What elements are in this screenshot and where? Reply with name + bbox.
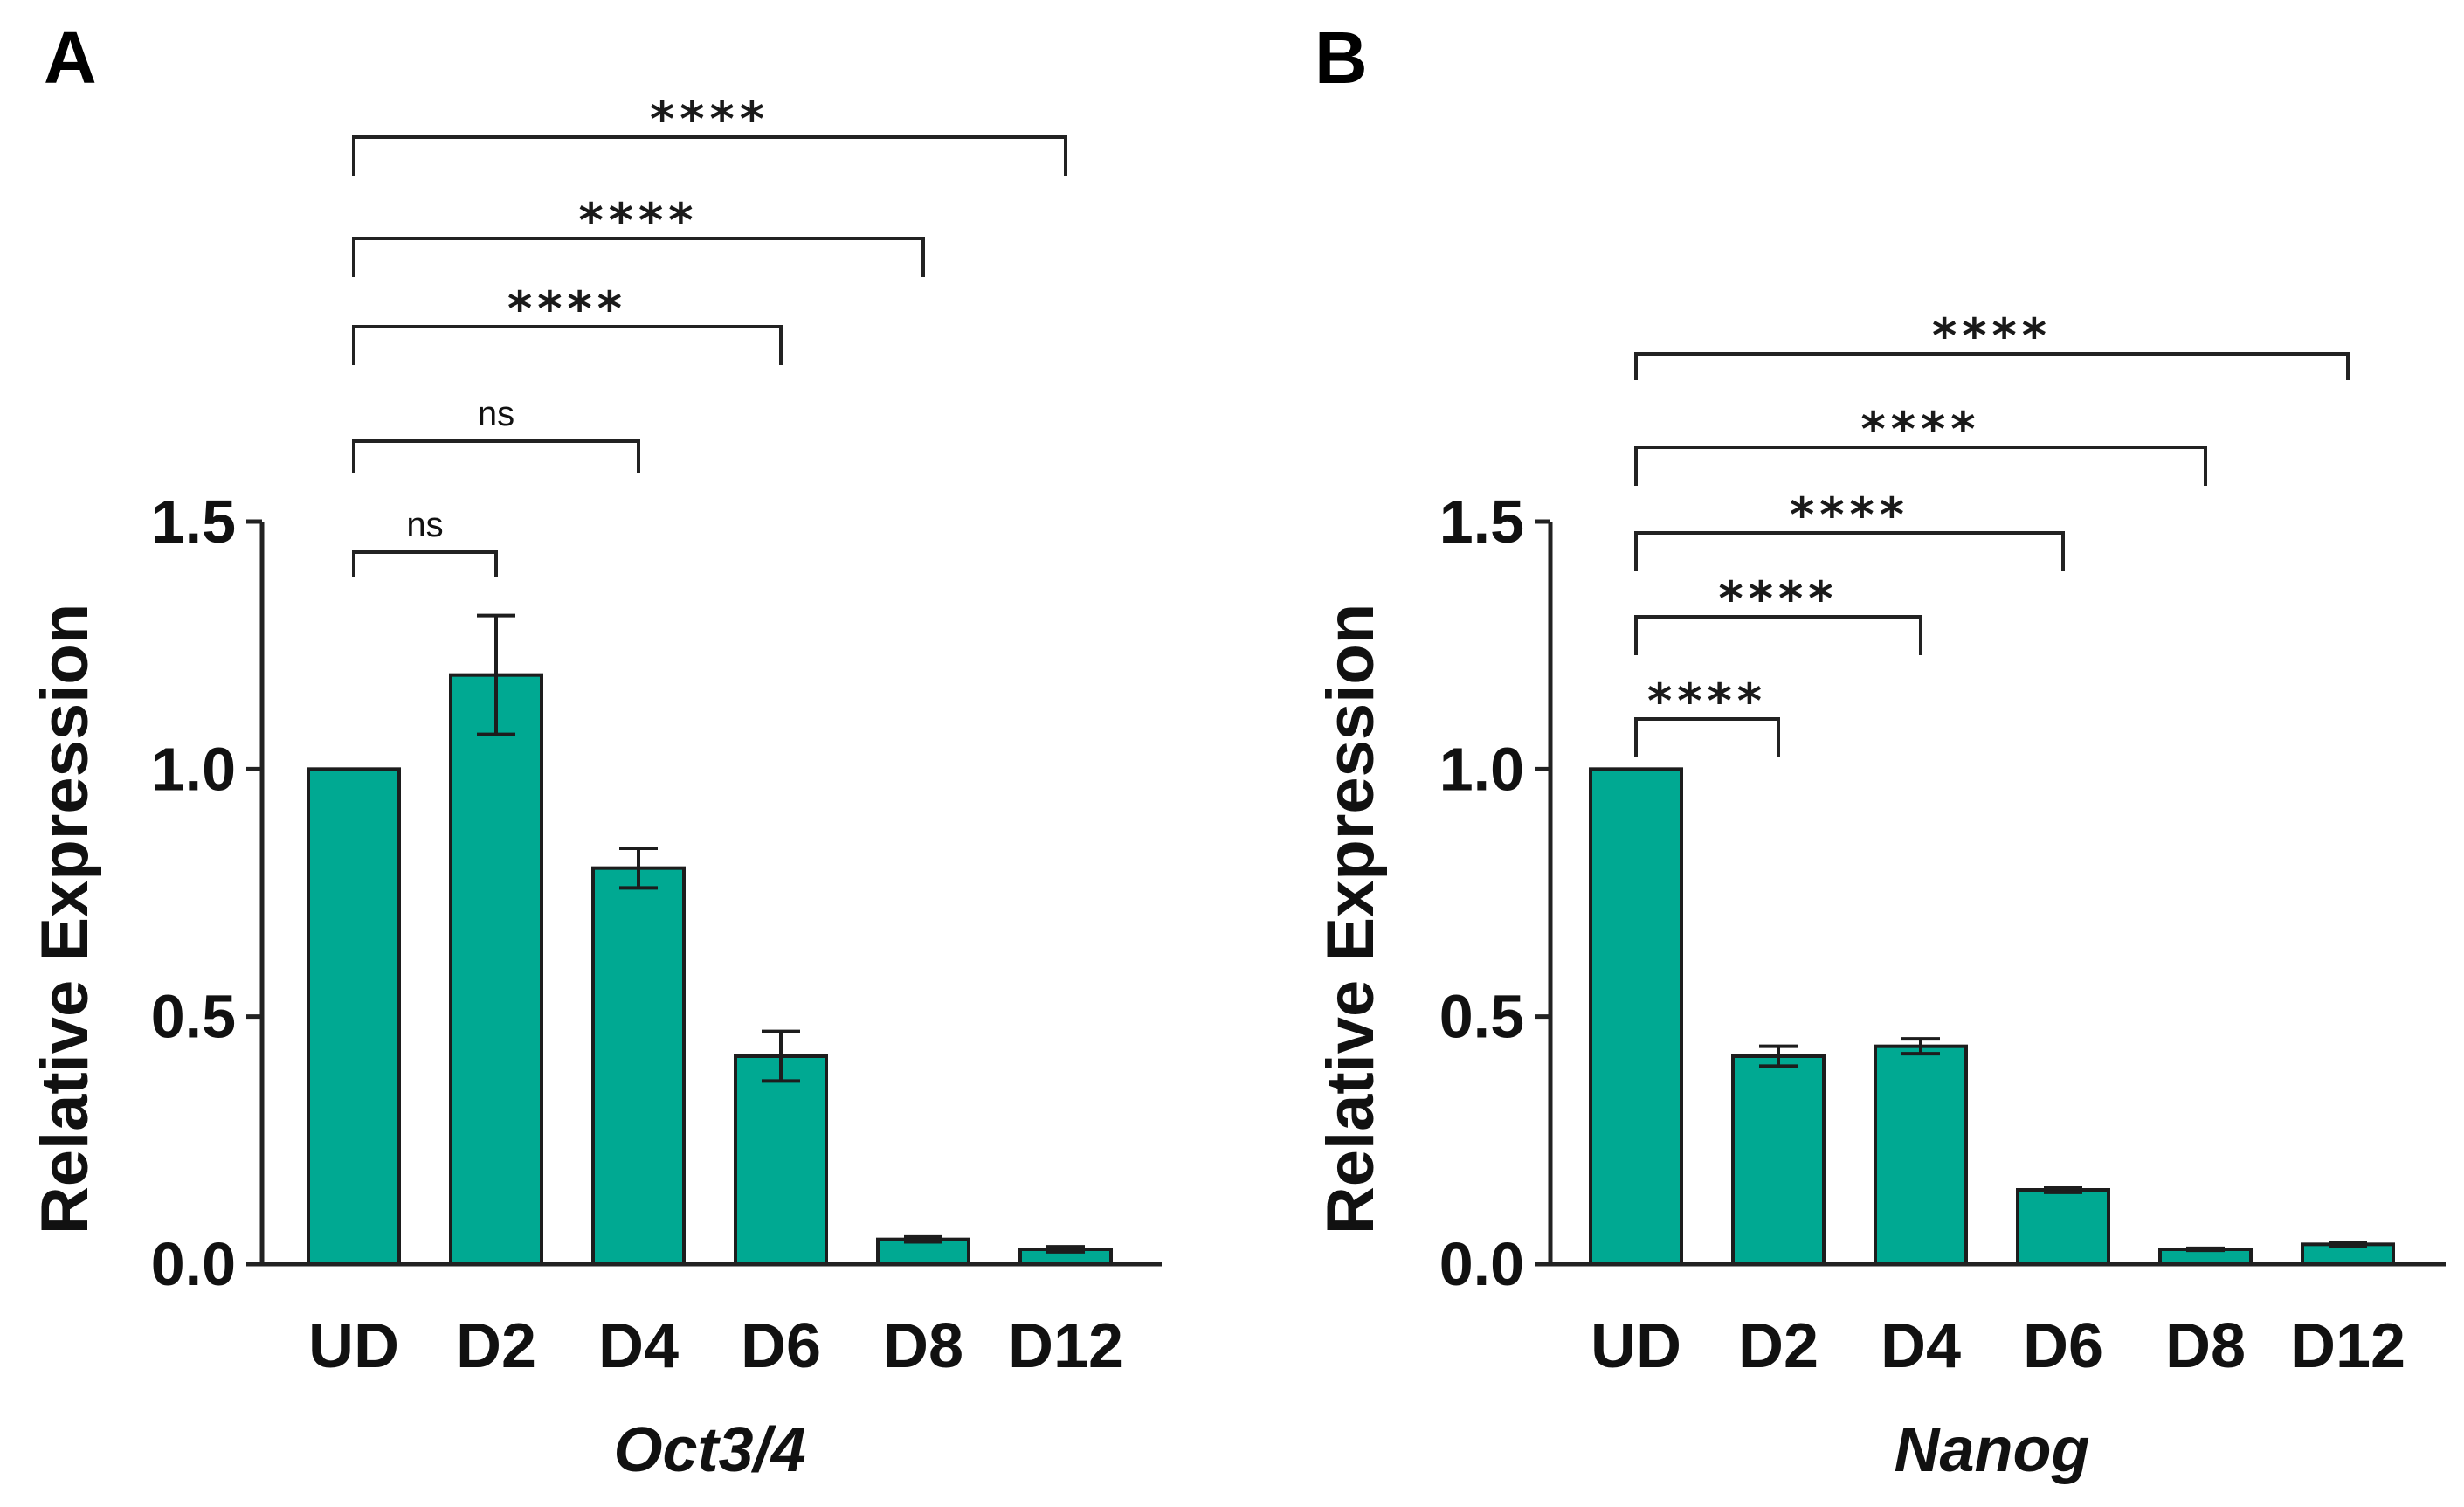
sig-bracket-d8 [352, 237, 925, 277]
sig-bracket-d2 [1634, 717, 1780, 757]
x-axis-title: Nanog [1895, 1415, 2090, 1485]
x-tick-label-d4: D4 [598, 1311, 679, 1381]
sig-label-d2: ns [406, 506, 443, 544]
sig-label-d12: **** [650, 92, 770, 147]
error-bar-d8 [904, 1234, 942, 1244]
sig-bracket-d12 [1634, 352, 2350, 380]
sig-bracket-d8 [1634, 446, 2207, 486]
bar-ud [1589, 767, 1683, 1266]
y-axis-title: Relative Expression [28, 604, 102, 1234]
y-tick-label: 0.5 [151, 983, 236, 1051]
x-tick-label-ud: UD [308, 1311, 399, 1381]
sig-label-d8: **** [579, 193, 699, 248]
error-bar-d2 [1759, 1044, 1798, 1068]
x-tick-label-d6: D6 [2023, 1311, 2103, 1381]
x-tick-label-d2: D2 [1738, 1311, 1819, 1381]
sig-label-d4: ns [478, 395, 514, 433]
x-tick-label-d8: D8 [2165, 1311, 2246, 1381]
sig-bracket-d2 [352, 550, 498, 577]
panel-letter: A [44, 17, 97, 99]
error-bar-d12 [2329, 1241, 2367, 1248]
x-tick-label-d8: D8 [883, 1311, 963, 1381]
sig-label-d12: **** [1932, 308, 2052, 363]
error-bar-d6 [2044, 1186, 2082, 1194]
bar-d2 [449, 673, 543, 1266]
sig-bracket-d6 [1634, 531, 2065, 571]
sig-label-d6: **** [1790, 487, 1909, 543]
y-axis-title: Relative Expression [1314, 604, 1388, 1234]
error-bar-d2 [477, 613, 515, 736]
bar-d4 [1874, 1044, 1968, 1266]
x-tick-label-d12: D12 [2290, 1311, 2405, 1381]
y-tick-label: 1.0 [151, 735, 236, 803]
y-tick-label: 1.5 [151, 487, 236, 556]
sig-bracket-d4 [352, 439, 640, 473]
y-tick-label: 1.0 [1439, 735, 1524, 803]
error-bar-d4 [619, 847, 658, 890]
y-tick-label: 0.0 [151, 1230, 236, 1298]
error-bar-d8 [2186, 1246, 2225, 1253]
x-tick-label-d2: D2 [456, 1311, 536, 1381]
panel-letter: B [1315, 17, 1368, 99]
bar-d6 [2016, 1188, 2110, 1266]
bar-d6 [734, 1054, 828, 1266]
panel-a: A 0.0 0.5 1.0 1.5 UD D2 D4 D6 D8 D12 Oct3/4 Relative… [28, 17, 1162, 1485]
x-tick-label-d4: D4 [1881, 1311, 1961, 1381]
sig-bracket-d6 [352, 325, 783, 365]
error-bar-d12 [1046, 1245, 1085, 1254]
x-axis-title: Oct3/4 [613, 1415, 805, 1485]
sig-bracket-d4 [1634, 615, 1922, 655]
y-tick-label: 0.5 [1439, 983, 1524, 1051]
sig-label-d6: **** [507, 281, 627, 336]
x-tick-label-ud: UD [1591, 1311, 1681, 1381]
sig-label-d8: **** [1861, 402, 1981, 457]
bar-ud [307, 767, 401, 1266]
panel-b: B 0.0 0.5 1.0 1.5 UD D2 D4 D6 D8 D12 Nanog Relative … [1314, 17, 2446, 1485]
error-bar-d4 [1901, 1037, 1940, 1056]
error-bar-d6 [762, 1029, 800, 1083]
sig-label-d4: **** [1719, 571, 1839, 626]
sig-label-d2: **** [1647, 674, 1767, 729]
x-tick-label-d6: D6 [741, 1311, 821, 1381]
bar-d2 [1731, 1054, 1826, 1266]
y-tick-label: 1.5 [1439, 487, 1524, 556]
sig-bracket-d12 [352, 135, 1067, 176]
bar-d4 [591, 866, 686, 1267]
x-tick-label-d12: D12 [1008, 1311, 1123, 1381]
y-tick-label: 0.0 [1439, 1230, 1524, 1298]
